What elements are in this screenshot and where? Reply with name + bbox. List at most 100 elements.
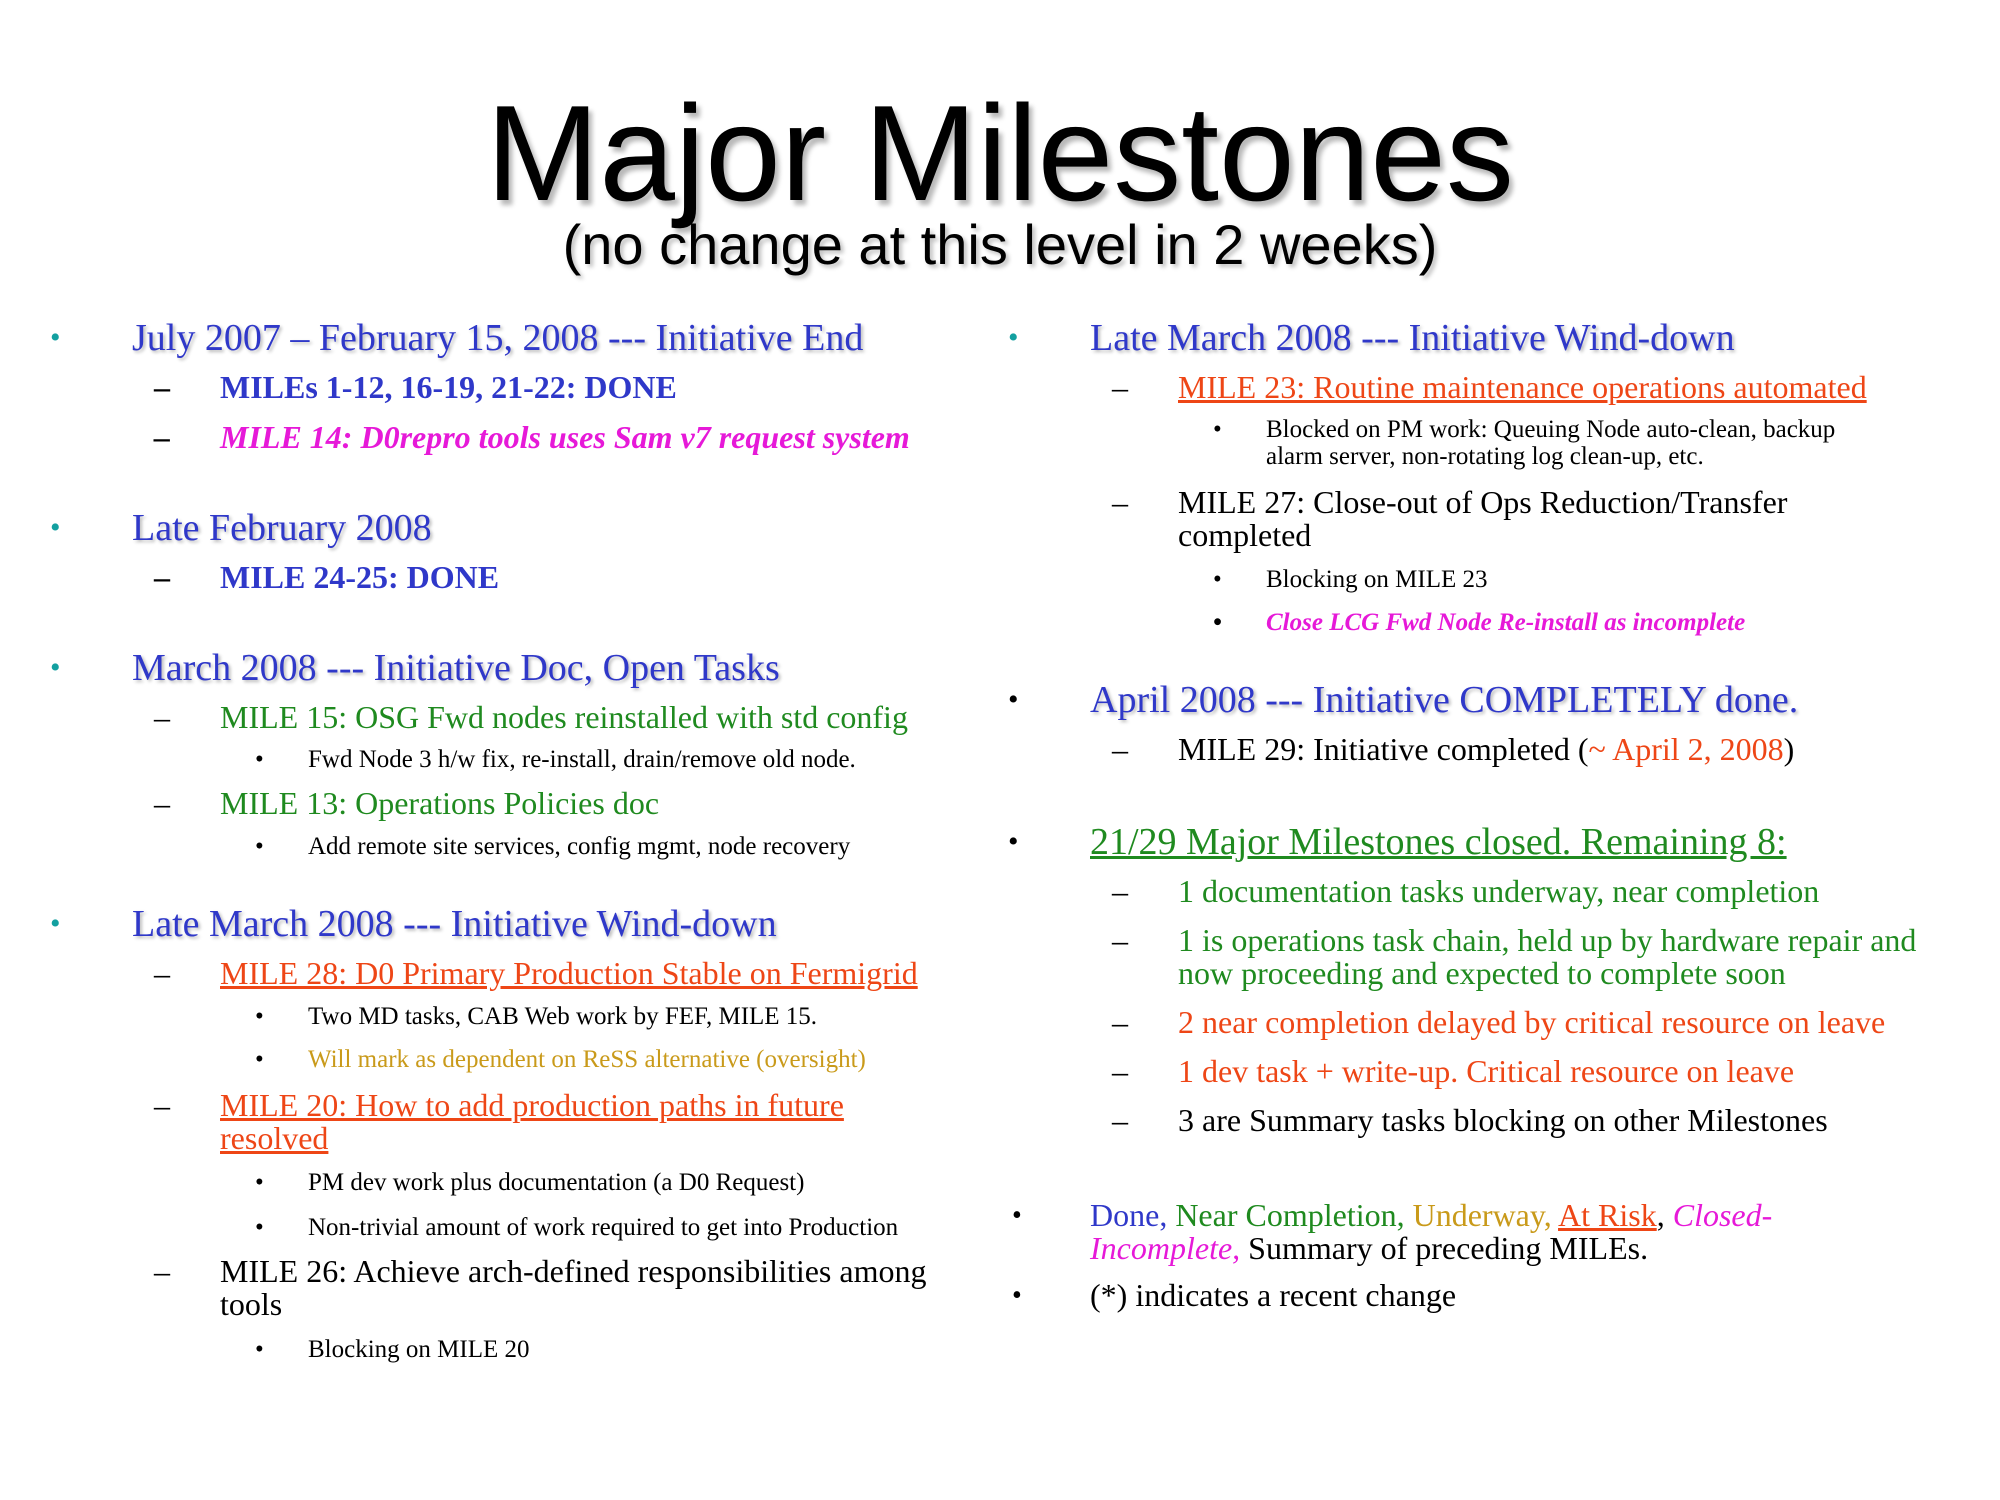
bullet-icon: • bbox=[50, 321, 61, 354]
item-text-continued: completed bbox=[1178, 517, 1312, 553]
milestone-detail: • Blocking on MILE 20 bbox=[40, 1336, 980, 1363]
milestone-item: – 3 are Summary tasks blocking on other … bbox=[998, 1104, 1988, 1137]
dash-marker: – bbox=[154, 559, 170, 595]
bullet-icon: • bbox=[1008, 321, 1019, 354]
item-text: MILE 15: OSG Fwd nodes reinstalled with … bbox=[220, 699, 908, 735]
milestone-item: – 1 dev task + write-up. Critical resour… bbox=[998, 1055, 1988, 1088]
milestone-item: – MILE 13: Operations Policies doc bbox=[40, 787, 980, 820]
item-text: MILE 24-25: DONE bbox=[220, 559, 500, 595]
dash-marker: – bbox=[154, 1087, 170, 1123]
bullet-icon: • bbox=[50, 907, 61, 940]
dash-marker: – bbox=[1112, 922, 1128, 958]
item-text: MILE 26: Achieve arch-defined responsibi… bbox=[220, 1253, 927, 1289]
item-text: 2 near completion delayed by critical re… bbox=[1178, 1004, 1886, 1040]
group-header-text: Late March 2008 --- Initiative Wind-down bbox=[1090, 317, 1735, 359]
milestone-detail: • Non-trivial amount of work required to… bbox=[40, 1214, 980, 1241]
bullet-icon: • bbox=[255, 1336, 264, 1363]
milestone-group-header: • Late March 2008 --- Initiative Wind-do… bbox=[40, 904, 980, 945]
milestone-item: – MILE 23: Routine maintenance operation… bbox=[998, 371, 1988, 404]
milestone-item: – MILE 27: Close-out of Ops Reduction/Tr… bbox=[998, 486, 1988, 552]
item-text: MILE 27: Close-out of Ops Reduction/Tran… bbox=[1178, 484, 1788, 520]
group-header-text: April 2008 --- Initiative COMPLETELY don… bbox=[1090, 679, 1799, 721]
milestone-detail: • Add remote site services, config mgmt,… bbox=[40, 833, 980, 860]
milestone-item: – MILE 20: How to add production paths i… bbox=[40, 1089, 980, 1155]
milestone-detail: • Close LCG Fwd Node Re-install as incom… bbox=[998, 609, 1988, 636]
milestone-item: – MILE 15: OSG Fwd nodes reinstalled wit… bbox=[40, 701, 980, 734]
detail-text: PM dev work plus documentation (a D0 Req… bbox=[308, 1169, 805, 1196]
milestone-group-header: • Late February 2008 bbox=[40, 508, 980, 549]
bullet-icon: • bbox=[255, 1169, 264, 1196]
item-text: MILE 28: D0 Primary Production Stable on… bbox=[220, 955, 918, 991]
milestone-detail: • Blocked on PM work: Queuing Node auto-… bbox=[998, 416, 1988, 470]
detail-text: Blocking on MILE 23 bbox=[1266, 566, 1488, 593]
bullet-icon: • bbox=[255, 1214, 264, 1241]
milestone-item: – MILE 29: Initiative completed (~ April… bbox=[998, 733, 1988, 766]
bullet-icon: • bbox=[50, 651, 61, 684]
milestone-item: – 1 documentation tasks underway, near c… bbox=[998, 875, 1988, 908]
group-header-text: July 2007 – February 15, 2008 --- Initia… bbox=[132, 317, 864, 359]
legend-closed-incomplete-continued: Incomplete, bbox=[1090, 1230, 1241, 1266]
milestone-detail: • Blocking on MILE 23 bbox=[998, 566, 1988, 593]
bullet-icon: • bbox=[1213, 609, 1222, 636]
legend-comma: , bbox=[1656, 1197, 1665, 1233]
milestone-item: – 2 near completion delayed by critical … bbox=[998, 1006, 1988, 1039]
dash-marker: – bbox=[1112, 1053, 1128, 1089]
bullet-icon: • bbox=[255, 746, 264, 773]
item-text: MILEs 1-12, 16-19, 21-22: DONE bbox=[220, 369, 677, 405]
dash-marker: – bbox=[1112, 1004, 1128, 1040]
item-text-end: ) bbox=[1783, 731, 1795, 767]
milestone-item: – MILE 14: D0repro tools uses Sam v7 req… bbox=[40, 421, 980, 454]
completion-date: ~ April 2, 2008 bbox=[1588, 731, 1784, 767]
color-legend: • Done, Near Completion, Underway, At Ri… bbox=[998, 1199, 1988, 1265]
detail-text-continued: alarm server, non-rotating log clean-up,… bbox=[1266, 443, 1704, 470]
item-text-continued: resolved bbox=[220, 1120, 329, 1156]
group-header-text: March 2008 --- Initiative Doc, Open Task… bbox=[132, 647, 780, 689]
milestone-detail: • PM dev work plus documentation (a D0 R… bbox=[40, 1169, 980, 1196]
legend-at-risk: At Risk bbox=[1558, 1197, 1657, 1233]
milestone-group-header: • 21/29 Major Milestones closed. Remaini… bbox=[998, 822, 1988, 863]
detail-text: Blocking on MILE 20 bbox=[308, 1336, 530, 1363]
note-text: (*) indicates a recent change bbox=[1090, 1277, 1457, 1313]
legend-summary: Summary of preceding MILEs. bbox=[1248, 1230, 1649, 1266]
item-text: MILE 14: D0repro tools uses Sam v7 reque… bbox=[220, 419, 910, 455]
milestone-detail: • Fwd Node 3 h/w fix, re-install, drain/… bbox=[40, 746, 980, 773]
item-text: 1 dev task + write-up. Critical resource… bbox=[1178, 1053, 1795, 1089]
legend-underway: Underway, bbox=[1412, 1197, 1552, 1233]
dash-marker: – bbox=[1112, 369, 1128, 405]
slide-subtitle: (no change at this level in 2 weeks) bbox=[562, 213, 1438, 276]
milestone-group-header: • March 2008 --- Initiative Doc, Open Ta… bbox=[40, 648, 980, 689]
dash-marker: – bbox=[154, 699, 170, 735]
legend-closed-incomplete: Closed- bbox=[1672, 1197, 1773, 1233]
item-text-continued: tools bbox=[220, 1286, 283, 1322]
dash-marker: – bbox=[1112, 484, 1128, 520]
milestone-group-header: • Late March 2008 --- Initiative Wind-do… bbox=[998, 318, 1988, 359]
group-header-text: 21/29 Major Milestones closed. Remaining… bbox=[1090, 821, 1787, 863]
bullet-icon: • bbox=[1008, 683, 1019, 716]
milestone-group-header: • July 2007 – February 15, 2008 --- Init… bbox=[40, 318, 980, 359]
group-header-text: Late March 2008 --- Initiative Wind-down bbox=[132, 903, 777, 945]
bullet-icon: • bbox=[255, 833, 264, 860]
detail-text: Blocked on PM work: Queuing Node auto-cl… bbox=[1266, 416, 1836, 443]
item-text: MILE 13: Operations Policies doc bbox=[220, 785, 660, 821]
detail-text: Close LCG Fwd Node Re-install as incompl… bbox=[1266, 609, 1746, 636]
milestone-detail: • Two MD tasks, CAB Web work by FEF, MIL… bbox=[40, 1003, 980, 1030]
left-column: • July 2007 – February 15, 2008 --- Init… bbox=[40, 318, 980, 1364]
milestone-detail: • Will mark as dependent on ReSS alterna… bbox=[40, 1046, 980, 1073]
milestone-group-header: • April 2008 --- Initiative COMPLETELY d… bbox=[998, 680, 1988, 721]
milestone-item: – MILEs 1-12, 16-19, 21-22: DONE bbox=[40, 371, 980, 404]
dash-marker: – bbox=[154, 369, 170, 405]
item-text: 1 is operations task chain, held up by h… bbox=[1178, 922, 1917, 958]
milestone-item: – MILE 24-25: DONE bbox=[40, 561, 980, 594]
bullet-icon: • bbox=[1213, 416, 1222, 443]
bullet-icon: • bbox=[255, 1003, 264, 1030]
bullet-icon: • bbox=[255, 1046, 264, 1073]
dash-marker: – bbox=[1112, 1102, 1128, 1138]
detail-text: Fwd Node 3 h/w fix, re-install, drain/re… bbox=[308, 746, 856, 773]
milestone-item: – 1 is operations task chain, held up by… bbox=[998, 924, 1988, 990]
milestone-item: – MILE 26: Achieve arch-defined responsi… bbox=[40, 1255, 980, 1321]
detail-text: Add remote site services, config mgmt, n… bbox=[308, 833, 851, 860]
detail-text: Two MD tasks, CAB Web work by FEF, MILE … bbox=[308, 1003, 818, 1030]
dash-marker: – bbox=[154, 1253, 170, 1289]
item-text: 1 documentation tasks underway, near com… bbox=[1178, 873, 1820, 909]
item-text: MILE 20: How to add production paths in … bbox=[220, 1087, 844, 1123]
